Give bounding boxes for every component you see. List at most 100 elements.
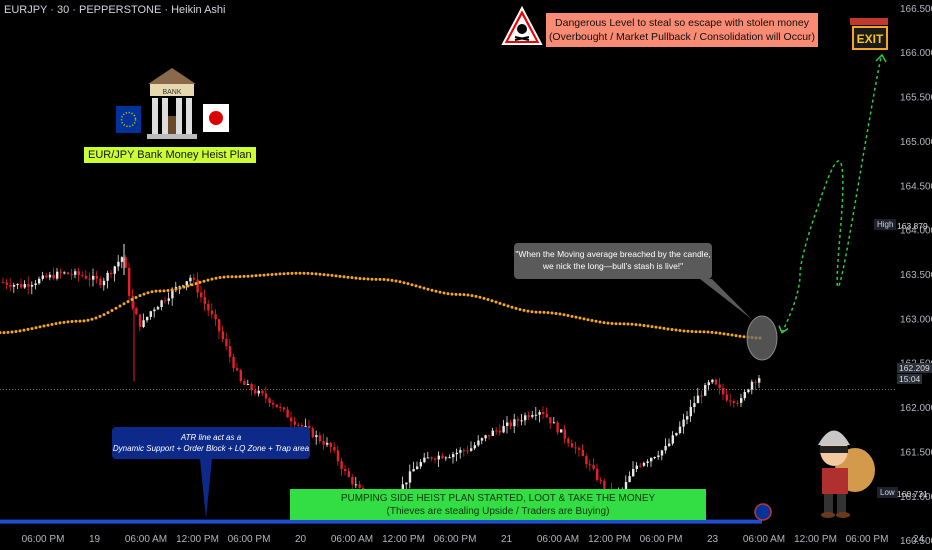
forecast-path [781, 54, 883, 333]
candle-body [542, 412, 545, 415]
ma-dot [290, 271, 294, 275]
candle-body [455, 452, 458, 455]
ma-dot [378, 277, 382, 281]
candle-body [232, 356, 235, 369]
ma-dot [274, 272, 278, 276]
ma-dot [502, 303, 506, 307]
candle-body [164, 300, 167, 302]
candle-body [581, 449, 584, 457]
ma-dot [270, 272, 274, 276]
y-tick-label: 162.000 [900, 403, 932, 414]
x-tick-label: 06:00 AM [537, 534, 579, 545]
candle-body [574, 447, 577, 449]
candle-body [16, 283, 19, 286]
ma-dot [314, 272, 318, 276]
candle-body [318, 435, 322, 442]
ma-dot [18, 329, 22, 333]
ma-dot [322, 273, 326, 277]
ma-dot [130, 297, 134, 301]
ma-dot [414, 284, 418, 288]
candle-body [570, 443, 574, 448]
y-tick-label: 166.500 [900, 4, 932, 15]
ma-dot [426, 287, 430, 291]
candle-body [225, 339, 228, 347]
ma-dot [554, 311, 558, 315]
ma-dot [690, 330, 694, 334]
ma-quote-callout: "When the Moving average breached by the… [514, 243, 712, 279]
atr-support-line[interactable] [0, 519, 762, 524]
candle-body [441, 455, 444, 459]
ma-dot [242, 274, 246, 278]
ma-dot [630, 322, 634, 326]
quote-callout-pointer [700, 279, 752, 320]
candle-body [250, 383, 253, 391]
candle-body [84, 275, 88, 279]
ma-dot [610, 321, 614, 325]
ma-dot [386, 278, 390, 282]
candle-body [297, 424, 300, 426]
y-tick-label: 160.500 [900, 536, 932, 547]
ma-dot [638, 323, 642, 327]
ma-dot [166, 288, 170, 292]
bank-sign-text: BANK [162, 89, 181, 96]
ma-dot [390, 278, 394, 282]
ma-dot [30, 327, 34, 331]
eu-event-icon[interactable] [754, 503, 772, 521]
x-tick-label: 06:00 AM [125, 534, 167, 545]
candle-body [286, 409, 289, 418]
ma-dot [246, 274, 250, 278]
candle-body [423, 457, 426, 463]
ma-dot [714, 331, 718, 335]
ma-dot [178, 286, 182, 290]
ma-dot [102, 313, 106, 317]
ma-dot [718, 331, 722, 335]
ma-dot [62, 320, 66, 324]
candle-body [664, 445, 667, 451]
ma-dot [370, 277, 374, 281]
y-tick-label: 165.500 [900, 93, 932, 104]
ma-dot [342, 275, 346, 279]
ma-dot [286, 272, 290, 276]
candle-body [693, 403, 696, 407]
candle-body [30, 284, 34, 287]
ma-dot [526, 309, 530, 313]
candle-body [650, 457, 653, 462]
y-tick-label: 163.500 [900, 270, 932, 281]
candle-body [189, 277, 192, 282]
candle-body [448, 457, 451, 459]
ma-dot [570, 314, 574, 318]
candle-body [70, 274, 73, 276]
candle-body [495, 430, 498, 432]
candle-body [635, 465, 638, 470]
candle-body [300, 424, 304, 427]
candle-body [639, 465, 642, 467]
candle-body [444, 457, 448, 459]
ma-dot [458, 293, 462, 297]
ma-dot [498, 301, 502, 305]
ma-dot [734, 334, 738, 338]
ma-dot [626, 322, 630, 326]
ma-dot [410, 283, 414, 287]
candle-body [480, 438, 484, 441]
ma-dot [478, 295, 482, 299]
ma-dot [730, 333, 734, 337]
price-axis[interactable]: 166.500 166.000 165.500 165.000 164.500 164.0… [895, 0, 932, 550]
ma-dot [654, 325, 658, 329]
chart-header-title: EURJPY · 30 · PEPPERSTONE · Heikin Ashi [4, 4, 226, 16]
y-tick-label: 164.500 [900, 181, 932, 192]
candle-body [74, 271, 77, 275]
candle-body [214, 314, 217, 320]
x-tick-label: 12:00 PM [588, 534, 631, 545]
ma-dot [682, 329, 686, 333]
ma-dot [614, 322, 618, 326]
candle-body [426, 457, 430, 459]
ma-dot [70, 319, 74, 323]
candle-body [185, 281, 188, 286]
candle-body [131, 295, 134, 309]
ma-dot [222, 275, 226, 279]
ma-dot [670, 328, 674, 332]
ma-dot [262, 273, 266, 277]
ma-dot [14, 329, 18, 333]
time-axis[interactable]: 06:00 PM 19 06:00 AM 12:00 PM 06:00 PM 20 06:0… [22, 534, 932, 545]
